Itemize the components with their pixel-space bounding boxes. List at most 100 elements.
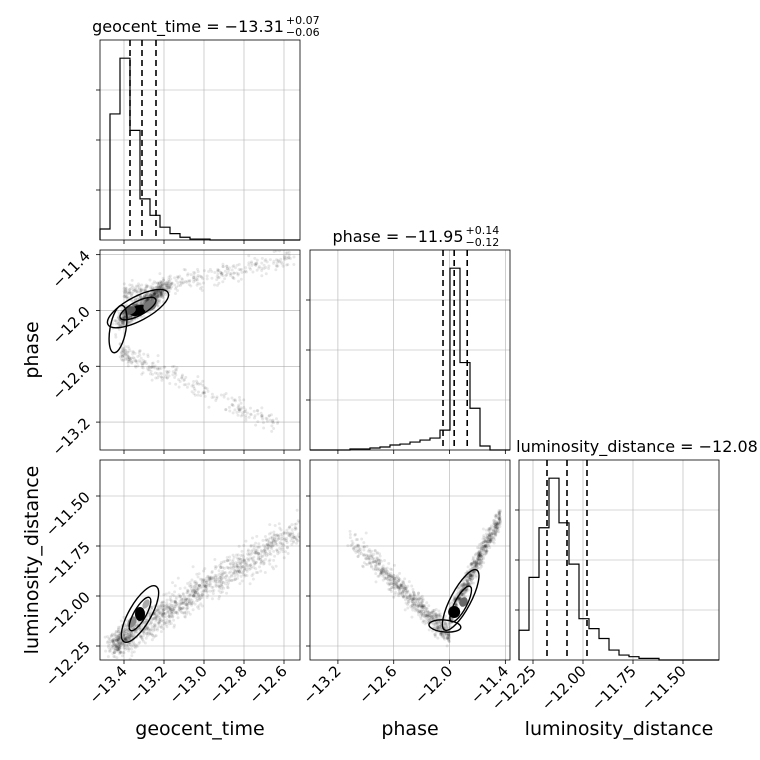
sample-point [184,383,188,387]
sample-point [483,540,487,544]
sample-point [256,420,260,424]
sample-point [437,609,441,613]
sample-point [393,579,397,583]
sample-point [229,272,233,276]
sample-point [159,606,163,610]
sample-point [219,566,223,570]
x-tick-label: −13.4 [86,662,131,707]
sample-point [205,579,209,583]
sample-point [217,594,221,598]
sample-point [443,621,447,625]
sample-point [210,585,214,589]
sample-point [494,524,498,528]
sample-point [429,614,433,618]
sample-point [258,557,262,561]
sample-point [476,551,480,555]
sample-point [225,591,229,595]
sample-point [260,274,264,278]
sample-point [112,654,116,658]
sample-point [157,611,161,615]
sample-point [495,514,499,518]
sample-point [195,588,199,592]
sample-point [232,571,236,575]
sample-point [160,375,164,379]
sample-point [195,596,199,600]
sample-point [243,567,247,571]
sample-point [392,576,396,580]
sample-point [191,594,195,598]
sample-point [267,264,271,268]
sample-point [471,561,475,565]
sample-point [420,594,424,598]
sample-point [226,558,230,562]
sample-point [158,293,162,297]
sample-point [158,610,162,614]
sample-point [190,600,194,604]
sample-point [396,592,400,596]
sample-point [447,634,451,638]
sample-point [157,366,161,370]
sample-point [111,643,115,647]
sample-point [170,604,174,608]
sample-point [173,599,177,603]
sample-point [453,595,457,599]
sample-point [378,562,382,566]
sample-point [445,644,449,648]
sample-point [479,554,483,558]
sample-point [431,622,435,626]
sample-point [387,574,391,578]
sample-point [194,379,198,383]
sample-point [221,265,225,269]
sample-point [460,583,464,587]
sample-point [127,635,131,639]
sample-point [476,558,480,562]
sample-point [420,612,424,616]
sample-point [217,275,221,279]
sample-point [477,556,481,560]
sample-point [110,633,114,637]
sample-point [493,532,497,536]
sample-point [201,383,205,387]
sample-point [412,602,416,606]
sample-point [434,613,438,617]
sample-point [138,289,142,293]
sample-point [470,562,474,566]
sample-point [193,278,197,282]
sample-point [375,559,379,563]
sample-point [364,562,368,566]
sample-point [493,523,497,527]
sample-point [167,615,171,619]
sample-point [189,587,193,591]
sample-point [180,597,184,601]
sample-point [472,571,476,575]
sample-point [465,579,469,583]
sample-point [387,582,391,586]
sample-point [148,311,152,315]
sample-point [198,593,202,597]
sample-point [227,266,231,270]
sample-point [196,381,200,385]
sample-point [427,615,431,619]
sample-point [189,593,193,597]
sample-point [394,582,398,586]
sample-point [380,569,384,573]
sample-point [157,294,161,298]
sample-point [128,291,132,295]
sample-point [435,616,439,620]
sample-point [389,571,393,575]
sample-point [399,583,403,587]
sample-point [157,624,161,628]
sample-point [475,551,479,555]
sample-point [417,600,421,604]
sample-point [492,522,496,526]
sample-point [265,419,269,423]
sample-point [424,613,428,617]
sample-point [159,279,163,283]
sample-point [117,647,121,651]
sample-point [498,517,502,521]
sample-point [132,642,136,646]
sample-point [139,301,143,305]
sample-point [228,409,232,413]
sample-point [485,540,489,544]
sample-point [145,631,149,635]
